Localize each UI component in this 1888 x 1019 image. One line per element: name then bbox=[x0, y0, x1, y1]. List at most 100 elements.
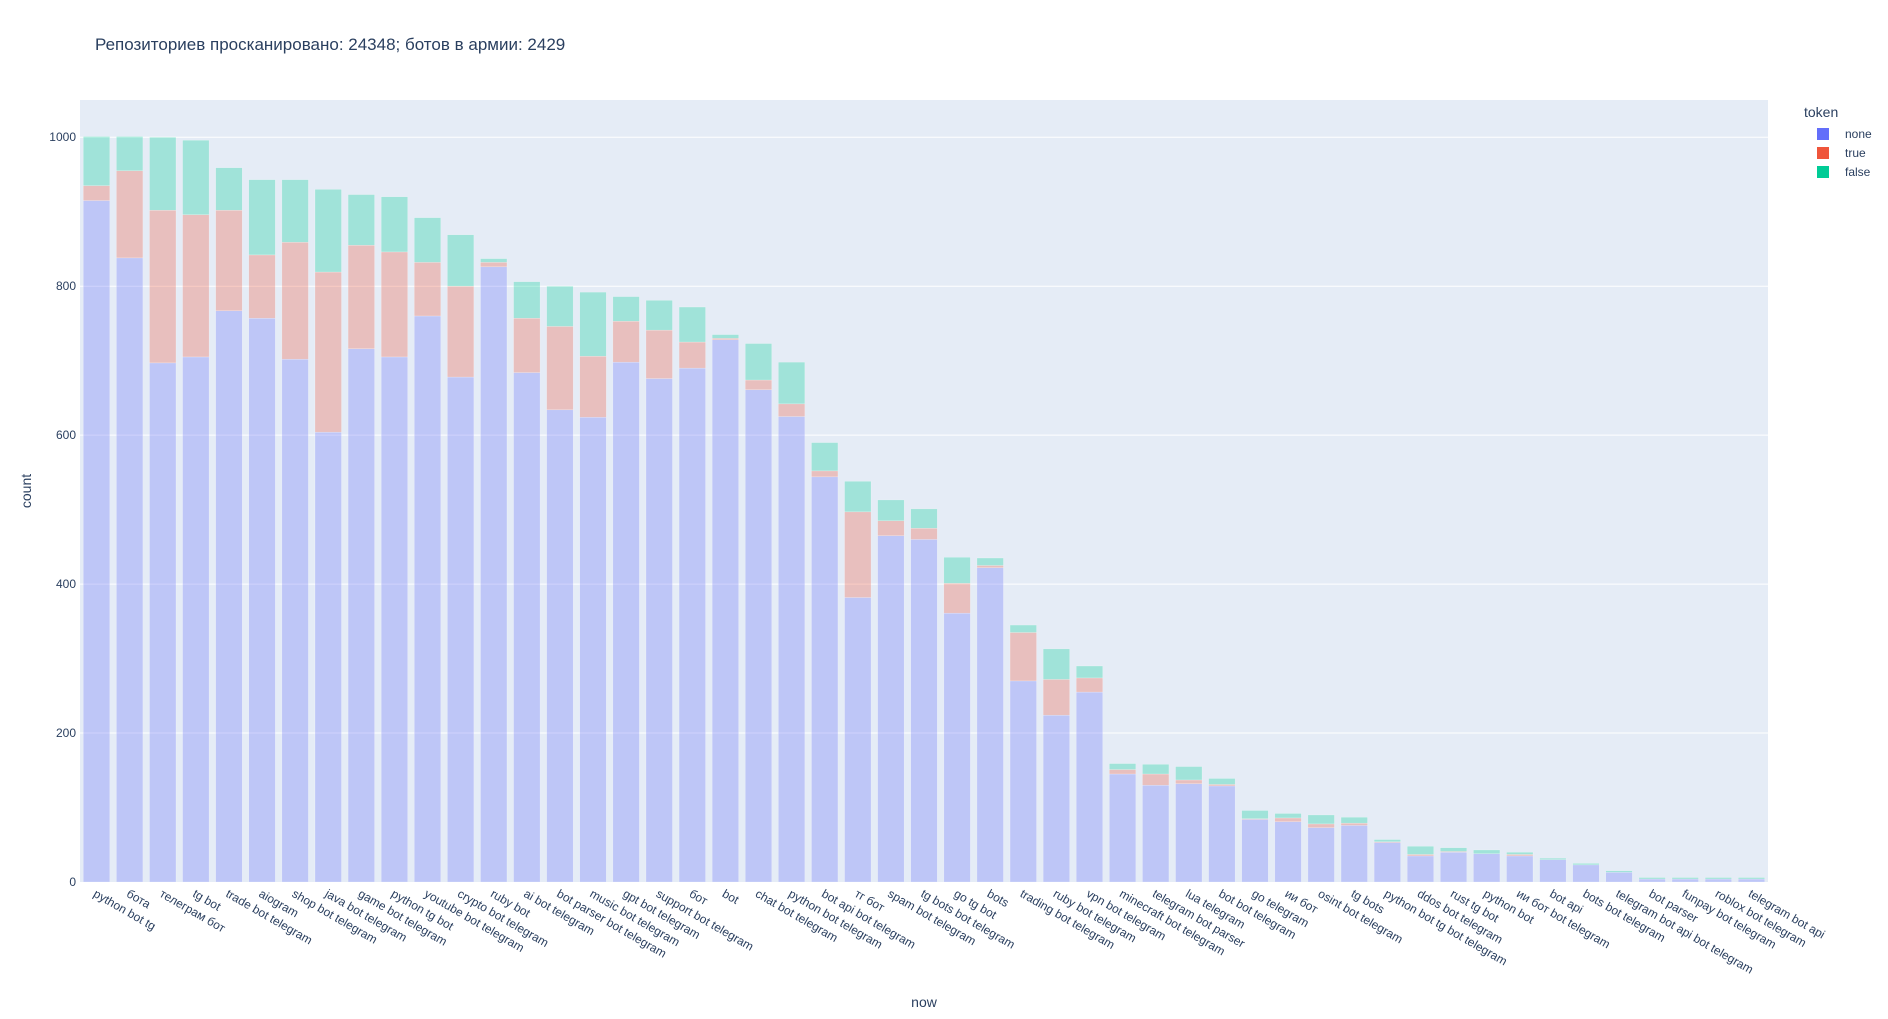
bar-segment-true bbox=[612, 320, 640, 363]
bar-segment-false bbox=[1208, 778, 1236, 785]
bar-segment-true bbox=[910, 528, 938, 540]
bar-segment-false bbox=[844, 481, 872, 513]
bar-segment-none bbox=[1076, 691, 1103, 883]
y-axis-ticks: 0 200 400 600 800 1000 bbox=[49, 130, 76, 889]
bar-segment-true bbox=[116, 170, 144, 259]
bar-segment-false bbox=[1671, 877, 1699, 880]
bar-segment-true bbox=[1142, 773, 1170, 786]
y-tick-label: 800 bbox=[56, 279, 76, 293]
legend-label-none: none bbox=[1845, 127, 1872, 141]
bar-segment-false bbox=[182, 140, 210, 215]
bar-segment-none bbox=[1109, 773, 1137, 883]
bar-segment-true bbox=[1009, 632, 1037, 682]
legend: token none true false bbox=[1804, 104, 1872, 179]
bar-segment-false bbox=[943, 557, 971, 584]
bar-segment-none bbox=[414, 315, 441, 883]
bar-segment-false bbox=[414, 217, 441, 263]
bar-segment-true bbox=[546, 326, 574, 411]
bar-segment-none bbox=[811, 476, 839, 883]
bar-segment-true bbox=[380, 251, 408, 358]
bar-segment-false bbox=[1704, 877, 1732, 880]
x-axis-title: now bbox=[911, 994, 938, 1010]
bar-segment-true bbox=[414, 262, 441, 317]
bar-segment-false bbox=[711, 334, 739, 339]
bar-segment-false bbox=[380, 196, 408, 253]
bar-segment-true bbox=[943, 583, 971, 614]
bar-segment-false bbox=[645, 300, 673, 331]
y-axis-title: count bbox=[18, 474, 34, 508]
bar-segment-none bbox=[1539, 859, 1567, 883]
bar-segment-none bbox=[778, 416, 806, 883]
bar-segment-none bbox=[579, 417, 607, 883]
bar-segment-false bbox=[314, 189, 342, 273]
bar-segment-false bbox=[513, 281, 541, 319]
bar-segment-true bbox=[678, 341, 706, 369]
bar-segment-false bbox=[546, 285, 574, 327]
bar-segment-false bbox=[149, 137, 177, 211]
bar-segment-false bbox=[1572, 863, 1600, 866]
bar-segment-false bbox=[910, 508, 938, 529]
y-tick-label: 0 bbox=[69, 875, 76, 889]
bar-segment-true bbox=[1076, 677, 1103, 693]
chart-title: Репозиториев просканировано: 24348; бото… bbox=[95, 35, 565, 54]
bar-segment-false bbox=[1539, 857, 1567, 860]
bar-segment-none bbox=[1704, 878, 1732, 883]
bar-segment-none bbox=[83, 200, 110, 883]
bar-segment-false bbox=[678, 306, 706, 343]
bar-segment-none bbox=[1407, 855, 1434, 883]
bar-segment-none bbox=[182, 356, 210, 883]
bar-segment-none bbox=[447, 376, 475, 883]
bar-segment-true bbox=[1109, 769, 1137, 775]
bar-segment-none bbox=[1142, 784, 1170, 883]
bar-segment-false bbox=[447, 234, 475, 287]
bar-segment-none bbox=[1440, 852, 1468, 883]
legend-title: token bbox=[1804, 104, 1838, 120]
bar-segment-true bbox=[347, 245, 375, 349]
bar-segment-none bbox=[1605, 872, 1633, 883]
bar-segment-none bbox=[380, 356, 408, 883]
bar-segment-true bbox=[447, 285, 475, 378]
bar-segment-true bbox=[1175, 779, 1203, 784]
bar-segment-true bbox=[248, 254, 276, 319]
bar-segment-none bbox=[711, 339, 739, 883]
bar-segment-false bbox=[1241, 810, 1269, 819]
bar-segment-true bbox=[976, 565, 1004, 568]
bar-segment-false bbox=[778, 361, 806, 405]
bar-segment-true bbox=[83, 185, 110, 201]
bar-segment-none bbox=[1009, 680, 1037, 883]
bar-segment-true bbox=[1307, 823, 1335, 828]
bar-segment-none bbox=[1671, 878, 1699, 883]
bar-segment-false bbox=[116, 136, 144, 171]
bar-segment-false bbox=[1009, 624, 1037, 633]
bar-segment-false bbox=[1307, 814, 1335, 825]
bar-segment-none bbox=[546, 409, 574, 883]
bar-segment-false bbox=[83, 136, 110, 186]
bar-segment-false bbox=[1175, 766, 1203, 781]
bar-segment-false bbox=[612, 296, 640, 322]
bar-segment-true bbox=[811, 470, 839, 478]
bar-segment-none bbox=[612, 361, 640, 883]
bar-segment-false bbox=[347, 194, 375, 246]
bar-segment-none bbox=[1042, 714, 1070, 883]
bar-segment-none bbox=[844, 597, 872, 883]
bar-segment-true bbox=[513, 318, 541, 373]
bar-segment-none bbox=[877, 535, 905, 883]
bar-segment-true bbox=[480, 262, 508, 268]
bar-segment-none bbox=[1241, 819, 1269, 883]
bar-segment-false bbox=[1473, 849, 1501, 854]
bar-segment-none bbox=[1572, 864, 1600, 883]
bar-segment-none bbox=[314, 431, 342, 883]
bar-segment-false bbox=[1738, 877, 1765, 880]
bar-segment-none bbox=[678, 367, 706, 883]
bar-segment-false bbox=[1042, 648, 1070, 680]
x-tick-label: python bot tg bbox=[91, 886, 158, 933]
bar-segment-none bbox=[1208, 785, 1236, 883]
bar-segment-none bbox=[149, 362, 177, 883]
y-tick-label: 200 bbox=[56, 726, 76, 740]
bar-segment-none bbox=[248, 318, 276, 883]
bar-segment-true bbox=[1506, 854, 1534, 857]
bar-segment-false bbox=[877, 499, 905, 521]
bar-segment-false bbox=[1373, 839, 1401, 842]
bar-segment-true bbox=[711, 338, 739, 341]
